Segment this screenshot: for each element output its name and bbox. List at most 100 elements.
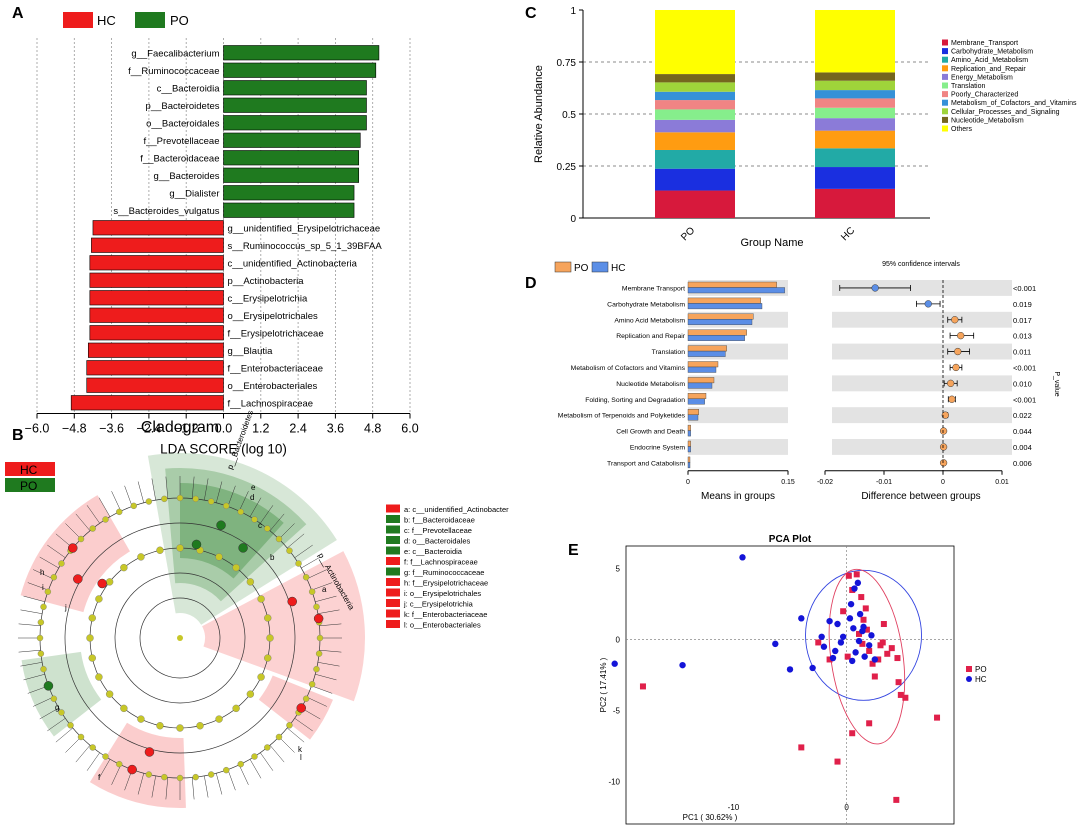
pca-point-hc bbox=[861, 653, 868, 660]
clado-node bbox=[257, 595, 265, 603]
means-bar-hc bbox=[687, 398, 705, 405]
clado-branch bbox=[23, 595, 45, 603]
clado-node bbox=[77, 733, 85, 741]
clado-legend-swatch-po bbox=[5, 478, 55, 492]
stacked-category-label: HC bbox=[839, 225, 857, 243]
lda-bar-label: f__Bacteroidaceae bbox=[140, 153, 219, 164]
lda-bar bbox=[70, 395, 224, 411]
stacked-segment bbox=[815, 167, 895, 189]
clado-node bbox=[50, 695, 58, 702]
clado-ring bbox=[114, 572, 246, 704]
ci-tick-label: -0.01 bbox=[876, 479, 892, 486]
panel-label-c: C bbox=[525, 5, 537, 22]
means-category-label: Folding, Sorting and Degradation bbox=[585, 397, 685, 404]
stacked-segment bbox=[655, 190, 735, 218]
pca-point-po bbox=[879, 639, 886, 646]
stacked-segment bbox=[655, 119, 735, 133]
clado-key-swatch bbox=[386, 567, 400, 576]
lda-bar bbox=[89, 255, 224, 271]
legend-swatch-po bbox=[135, 12, 165, 28]
lda-bar-label: p__Actinobacteria bbox=[228, 276, 305, 287]
means-bar-hc bbox=[687, 462, 691, 469]
pca-legend-label-po: PO bbox=[975, 665, 987, 674]
pca-point-hc bbox=[847, 600, 855, 608]
clado-node-highlight bbox=[313, 613, 324, 624]
ci-row-band bbox=[832, 407, 1012, 424]
clado-node bbox=[192, 773, 199, 781]
lda-bar-label: f__Ruminococcaceae bbox=[128, 66, 219, 77]
clado-sector-label: a bbox=[322, 585, 327, 594]
means-category-label: Endocrine System bbox=[630, 444, 685, 451]
lda-bar bbox=[223, 45, 380, 61]
lda-bar bbox=[223, 132, 361, 148]
clado-node bbox=[156, 722, 164, 730]
lda-bar bbox=[87, 342, 224, 358]
clado-branch bbox=[33, 569, 54, 580]
pca-point-hc bbox=[809, 664, 816, 672]
clado-sector-bacteroidia bbox=[165, 468, 307, 602]
clado-branch bbox=[238, 764, 249, 785]
lda-bar-label: c__Bacteroidia bbox=[157, 83, 221, 94]
clado-node bbox=[37, 619, 45, 626]
clado-branch bbox=[39, 556, 59, 569]
stacked-segment bbox=[655, 132, 735, 150]
clado-node bbox=[275, 535, 283, 543]
panel-label-b: B bbox=[12, 427, 24, 444]
lda-bar-label: g__unidentified_Erysipelotrichaceae bbox=[228, 223, 381, 234]
means-bar-hc bbox=[687, 335, 745, 341]
clado-key-swatch bbox=[386, 546, 400, 555]
ci-row-band bbox=[832, 343, 1012, 360]
stacked-legend-swatch bbox=[942, 48, 948, 55]
clado-branch bbox=[249, 759, 262, 779]
pca-title: PCA Plot bbox=[769, 534, 812, 545]
pca-point-hc bbox=[850, 625, 857, 632]
stacked-legend-swatch bbox=[942, 56, 948, 63]
pca-point-po bbox=[826, 656, 833, 663]
pca-point-po bbox=[871, 673, 878, 680]
clado-branch bbox=[124, 485, 133, 507]
clado-branch bbox=[215, 773, 223, 795]
stacked-legend-swatch bbox=[942, 125, 948, 132]
pca-frame bbox=[625, 545, 955, 825]
panel-label-a: A bbox=[12, 5, 24, 22]
clado-node bbox=[156, 546, 164, 554]
means-bar-hc bbox=[687, 350, 726, 357]
stacked-segment bbox=[815, 10, 895, 73]
ci-tick-label: 0.01 bbox=[995, 479, 1009, 486]
means-category-label: Translation bbox=[652, 349, 686, 356]
pca-point-hc bbox=[865, 642, 873, 649]
pca-point-po bbox=[893, 796, 900, 803]
clado-node bbox=[207, 771, 215, 778]
pca-point-hc bbox=[856, 610, 864, 618]
clado-branch bbox=[278, 736, 295, 753]
clado-branch bbox=[98, 497, 111, 517]
clado-node bbox=[232, 563, 240, 572]
means-category-label: Transport and Catabolism bbox=[607, 460, 685, 467]
clado-branch bbox=[227, 485, 236, 507]
clado-node bbox=[120, 704, 128, 713]
lda-tick-label: 3.6 bbox=[327, 422, 344, 436]
clado-node-highlight bbox=[238, 543, 248, 553]
lda-bar-label: s__Bacteroides_vulgatus bbox=[113, 206, 219, 217]
clado-node bbox=[116, 508, 123, 516]
stacked-tick-label: 0.5 bbox=[562, 110, 576, 121]
pca-point-po bbox=[849, 730, 856, 737]
clado-node bbox=[313, 603, 320, 611]
clado-ring bbox=[64, 522, 296, 754]
clado-branch bbox=[269, 513, 285, 531]
stacked-legend-swatch bbox=[942, 108, 948, 115]
clado-node bbox=[137, 715, 145, 723]
ci-point bbox=[948, 395, 956, 403]
pca-point-po bbox=[866, 720, 873, 727]
stacked-segment bbox=[815, 118, 895, 131]
clado-node bbox=[266, 634, 274, 642]
clado-branch bbox=[111, 764, 122, 785]
ci-p-value: 0.006 bbox=[1013, 459, 1032, 468]
clado-node bbox=[264, 744, 271, 751]
clado-node bbox=[246, 690, 255, 698]
clado-node bbox=[102, 516, 109, 523]
clado-node bbox=[105, 690, 114, 698]
clado-node bbox=[37, 650, 45, 657]
pca-point-po bbox=[894, 655, 901, 662]
